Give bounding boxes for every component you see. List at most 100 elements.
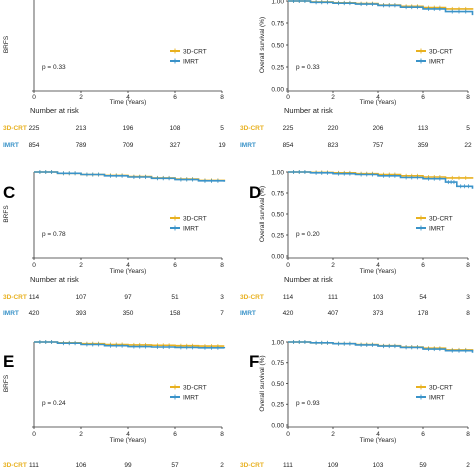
risk-count: 107 — [76, 294, 87, 301]
x-tick-label: 8 — [220, 431, 224, 438]
panel-letter: F — [249, 352, 259, 371]
y-tick-label: 0.75 — [271, 360, 284, 367]
x-tick-label: 0 — [32, 431, 36, 438]
p-value: p = 0.20 — [296, 231, 320, 238]
risk-group-label: IMRT — [3, 142, 19, 149]
x-tick-label: 4 — [376, 262, 380, 269]
risk-group-label: 3D-CRT — [3, 125, 27, 132]
risk-count: 3 — [466, 294, 470, 301]
risk-count: 111 — [29, 462, 39, 469]
p-value: p = 0.78 — [42, 231, 66, 238]
plot-area — [288, 340, 474, 353]
risk-count: 350 — [123, 310, 134, 317]
panel-B: 0.00 0.25 0.50 0.75 1.00 0 2 4 6 8 Time (Years) Ove… — [240, 0, 474, 149]
plot-area — [34, 340, 226, 350]
risk-group-label: IMRT — [3, 310, 19, 317]
y-axis-title: Overall survival (%) — [259, 355, 266, 411]
risk-count: 111 — [283, 462, 293, 469]
risk-count: 19 — [218, 142, 226, 149]
risk-count: 823 — [328, 142, 339, 149]
risk-count: 2 — [466, 462, 470, 469]
risk-count: 54 — [419, 294, 427, 301]
risk-count: 2 — [220, 462, 224, 469]
x-tick-label: 2 — [331, 262, 335, 269]
x-tick-label: 0 — [286, 431, 290, 438]
x-tick-label: 8 — [466, 262, 470, 269]
risk-count: 108 — [170, 125, 181, 132]
legend-label: 3D-CRT — [429, 384, 453, 391]
risk-table-title: Number at risk — [30, 106, 79, 115]
legend-label: IMRT — [429, 225, 445, 232]
x-tick-label: 0 — [286, 262, 290, 269]
x-axis-title: Time (Years) — [110, 437, 147, 444]
p-value: p = 0.33 — [296, 64, 320, 71]
legend-label: IMRT — [183, 225, 199, 232]
y-tick-label: 0.00 — [271, 253, 284, 260]
series-line-imrt — [34, 341, 226, 349]
x-tick-label: 8 — [220, 262, 224, 269]
panel-F: F 0.00 0.25 0.50 0.75 1.00 0 2 4 6 8 Time (Years) Ov… — [240, 339, 474, 469]
legend-label: IMRT — [183, 58, 199, 65]
risk-count: 854 — [29, 142, 40, 149]
risk-count: 407 — [328, 310, 339, 317]
risk-count: 327 — [170, 142, 181, 149]
risk-count: 99 — [124, 462, 132, 469]
y-tick-label: 1.00 — [271, 339, 284, 346]
x-tick-label: 4 — [376, 94, 380, 101]
risk-count: 420 — [29, 310, 40, 317]
x-tick-label: 0 — [32, 94, 36, 101]
series-line-imrt — [34, 171, 226, 182]
legend-label: 3D-CRT — [183, 215, 207, 222]
x-tick-label: 4 — [376, 431, 380, 438]
risk-count: 225 — [283, 125, 294, 132]
panel-E: E 0 2 4 6 8 Time (Years) BRFS 3D-CRT IMRT p = 0.24… — [3, 340, 226, 469]
plot-area — [288, 0, 474, 16]
risk-count: 206 — [373, 125, 384, 132]
panel-D: D 0.00 0.25 0.50 0.75 1.00 0 2 4 6 8 Time (Years) Ov… — [240, 169, 474, 317]
risk-count: 111 — [328, 294, 338, 301]
risk-group-label: IMRT — [240, 310, 256, 317]
risk-count: 97 — [124, 294, 132, 301]
risk-count: 373 — [373, 310, 384, 317]
y-tick-label: 0.25 — [271, 402, 284, 409]
x-tick-label: 2 — [331, 94, 335, 101]
series-line-imrt — [288, 341, 474, 353]
y-tick-label: 0.50 — [271, 211, 284, 218]
risk-group-label: IMRT — [240, 142, 256, 149]
plot-area — [288, 170, 474, 189]
x-axis-title: Time (Years) — [110, 99, 147, 106]
x-tick-label: 2 — [331, 431, 335, 438]
y-tick-label: 0.50 — [271, 381, 284, 388]
y-tick-label: 0.50 — [271, 42, 284, 49]
legend-label: IMRT — [183, 394, 199, 401]
risk-count: 789 — [76, 142, 87, 149]
panel-letter: C — [3, 183, 15, 202]
risk-count: 51 — [171, 294, 179, 301]
risk-count: 7 — [220, 310, 224, 317]
risk-table-title: Number at risk — [284, 275, 333, 284]
p-value: p = 0.24 — [42, 400, 66, 407]
legend-label: 3D-CRT — [183, 384, 207, 391]
x-tick-label: 2 — [79, 431, 83, 438]
risk-count: 158 — [170, 310, 181, 317]
x-axis-title: Time (Years) — [360, 268, 397, 275]
legend-label: 3D-CRT — [429, 48, 453, 55]
risk-count: 709 — [123, 142, 134, 149]
risk-count: 8 — [466, 310, 470, 317]
y-axis-title: BRFS — [3, 35, 10, 53]
x-axis-title: Time (Years) — [360, 99, 397, 106]
p-value: p = 0.93 — [296, 400, 320, 407]
y-tick-label: 0.75 — [271, 20, 284, 27]
panel-A: 0 2 4 6 8 Time (Years) BRFS 3D-CRT IMRT p = 0.33 N… — [3, 0, 226, 149]
x-tick-label: 6 — [421, 94, 425, 101]
series-line-imrt — [288, 171, 474, 189]
risk-count: 114 — [283, 294, 294, 301]
risk-group-label: 3D-CRT — [3, 294, 27, 301]
risk-count: 757 — [373, 142, 384, 149]
risk-count: 103 — [373, 462, 384, 469]
risk-table-title: Number at risk — [30, 275, 79, 284]
series-line-imrt — [288, 0, 474, 16]
x-tick-label: 6 — [421, 431, 425, 438]
legend-label: 3D-CRT — [183, 48, 207, 55]
